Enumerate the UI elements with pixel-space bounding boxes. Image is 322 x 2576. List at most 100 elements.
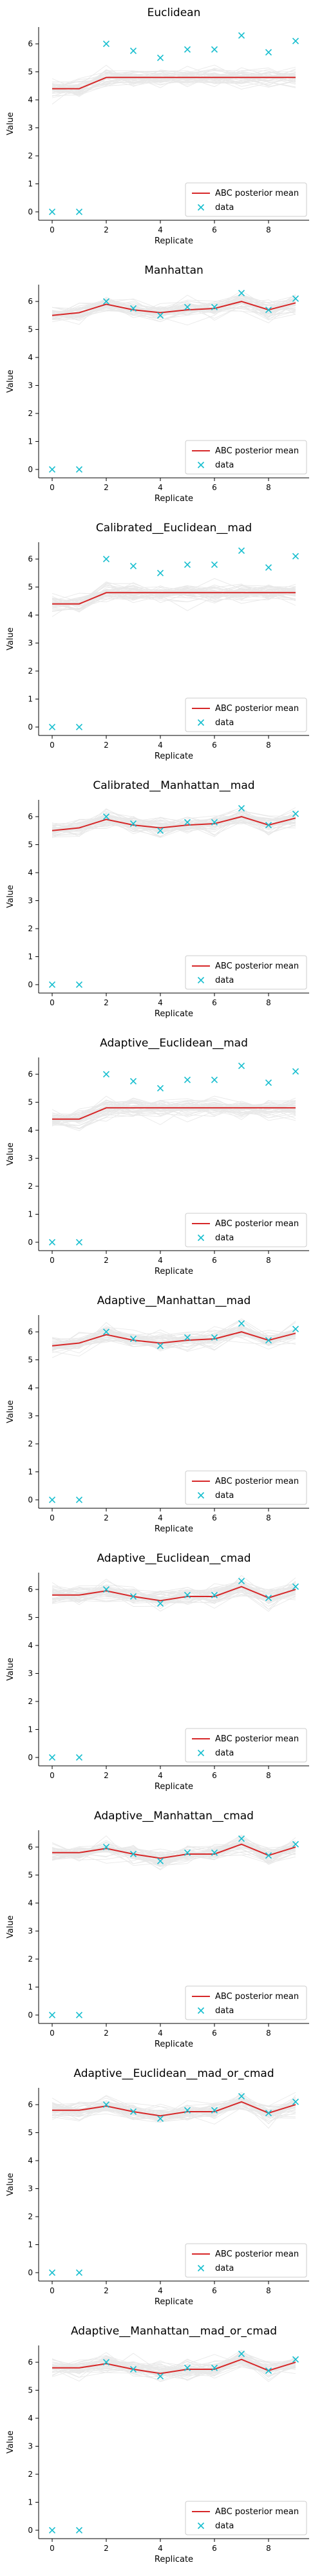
posterior-samples [52, 1834, 296, 1871]
legend: ABC posterior mean data [185, 2243, 307, 2278]
posterior-sample-line [52, 299, 296, 315]
legend-box [185, 1728, 307, 1763]
posterior-sample-line [52, 811, 296, 831]
posterior-mean-line [52, 301, 296, 316]
data-point [75, 981, 83, 989]
posterior-sample-line [52, 1845, 296, 1861]
posterior-sample-line [52, 1099, 296, 1122]
x-axis-label: Replicate [155, 1009, 193, 1019]
legend-mean-label: ABC posterior mean [215, 1477, 299, 1486]
posterior-sample-line [52, 2096, 296, 2119]
y-tick-label: 0 [28, 465, 33, 474]
y-tick-label: 0 [28, 2526, 33, 2535]
y-tick-label: 3 [28, 1669, 33, 1678]
y-tick-label: 4 [28, 611, 33, 620]
data-point [211, 1076, 218, 1083]
y-tick-label: 0 [28, 2268, 33, 2277]
posterior-sample-line [52, 2356, 296, 2374]
y-tick-label: 6 [28, 1327, 33, 1336]
legend-mean-label: ABC posterior mean [215, 2249, 299, 2259]
posterior-sample-line [52, 1328, 296, 1346]
legend-data-label: data [215, 1491, 234, 1501]
posterior-sample-line [52, 1586, 296, 1602]
posterior-sample-line [52, 1327, 296, 1352]
legend: ABC posterior mean data [185, 1985, 307, 2020]
data-point [129, 1593, 137, 1600]
x-axis-label: Replicate [155, 1782, 193, 1792]
y-tick-label: 6 [28, 1070, 33, 1079]
posterior-sample-line [52, 1580, 296, 1604]
y-tick-label: 3 [28, 381, 33, 390]
chart-title: Euclidean [147, 6, 201, 19]
posterior-sample-line [52, 820, 296, 832]
posterior-sample-line [52, 300, 296, 317]
x-axis-label: Replicate [155, 494, 193, 504]
data-point [75, 1754, 83, 1761]
data-point [75, 1238, 83, 1246]
y-tick-label: 6 [28, 39, 33, 48]
x-tick-label: 0 [50, 1256, 55, 1265]
posterior-sample-line [52, 71, 296, 88]
data-point [292, 2356, 299, 2363]
posterior-sample-line [52, 2362, 296, 2371]
posterior-sample-line [52, 585, 296, 603]
legend-mean-label: ABC posterior mean [215, 1992, 299, 2002]
data-point [48, 2011, 56, 2019]
posterior-mean-line [52, 1586, 296, 1602]
x-tick-label: 6 [212, 225, 217, 234]
posterior-sample-line [52, 1097, 296, 1118]
posterior-sample-line [52, 582, 296, 605]
y-tick-label: 4 [28, 1126, 33, 1135]
posterior-sample-line [52, 1839, 296, 1861]
posterior-sample-line [52, 586, 296, 609]
posterior-sample-line [52, 585, 296, 602]
data-point [129, 562, 137, 570]
posterior-sample-line [52, 1844, 296, 1871]
chart-panel: Calibrated__Euclidean__mad 0 1 2 3 4 5 6 0 2 4 6 8 Re… [6, 522, 309, 761]
posterior-sample-line [52, 813, 296, 832]
legend-data-swatch [197, 2522, 205, 2530]
y-tick-label: 1 [28, 694, 33, 703]
chart-panel: Euclidean 0 1 2 3 4 5 6 0 2 4 6 8 Replicate Value ABC p… [6, 6, 309, 246]
x-tick-label: 6 [212, 998, 217, 1007]
posterior-sample-line [52, 2360, 296, 2374]
posterior-sample-line [52, 295, 296, 317]
posterior-sample-line [52, 2099, 296, 2123]
x-tick-label: 2 [104, 2286, 109, 2295]
posterior-sample-line [52, 2102, 296, 2120]
y-tick-label: 3 [28, 124, 33, 133]
posterior-sample-line [52, 1333, 296, 1347]
data-point [48, 466, 56, 473]
posterior-sample-line [52, 72, 296, 90]
y-tick-label: 4 [28, 2414, 33, 2423]
y-tick-label: 4 [28, 95, 33, 104]
data-point [48, 1496, 56, 1504]
data-point [184, 561, 191, 568]
posterior-sample-line [52, 67, 296, 92]
data-point [75, 1496, 83, 1504]
posterior-sample-line [52, 1100, 296, 1126]
posterior-sample-line [52, 2353, 296, 2374]
posterior-sample-line [52, 585, 296, 603]
posterior-sample-line [52, 304, 296, 315]
chart-panel: Adaptive__Euclidean__mad 0 1 2 3 4 5 6 0 2 4 6 8 Repl… [6, 1037, 309, 1276]
y-tick-label: 1 [28, 1467, 33, 1476]
data-point [102, 1586, 110, 1593]
posterior-sample-line [52, 295, 296, 319]
y-tick-label: 4 [28, 1641, 33, 1650]
y-tick-label: 1 [28, 952, 33, 961]
data-point [184, 46, 191, 53]
data-point [156, 1600, 164, 1607]
posterior-sample-line [52, 590, 296, 605]
legend-data-label: data [215, 2006, 234, 2016]
posterior-sample-line [52, 1848, 296, 1860]
posterior-sample-line [52, 71, 296, 95]
posterior-sample-line [52, 2350, 296, 2377]
posterior-samples [52, 290, 296, 326]
posterior-sample-line [52, 2101, 296, 2120]
posterior-sample-line [52, 294, 296, 314]
posterior-sample-line [52, 1575, 296, 1604]
chart-panel: Adaptive__Manhattan__mad_or_cmad 0 1 2 3 4 5 6 0… [6, 2325, 309, 2564]
posterior-sample-line [52, 1583, 296, 1599]
posterior-sample-line [52, 590, 296, 604]
